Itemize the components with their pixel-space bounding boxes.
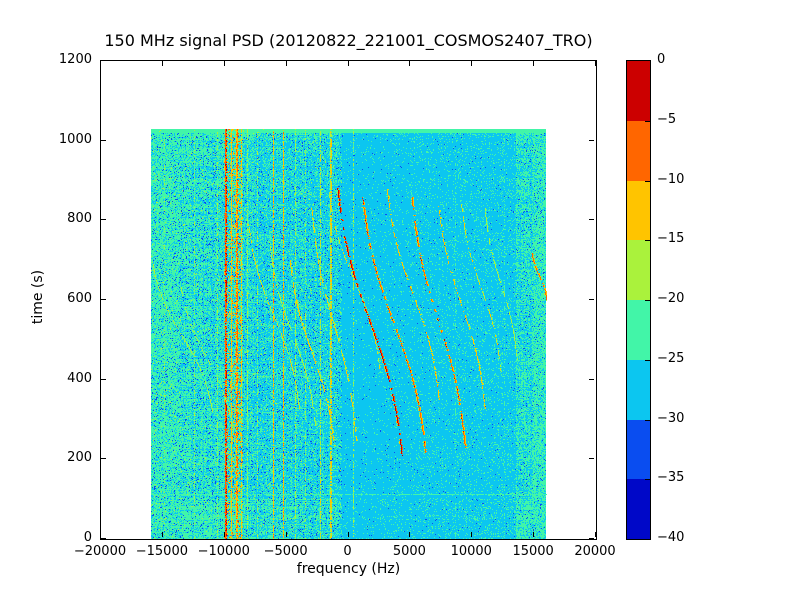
colorbar-tick-mark [645, 121, 650, 122]
colorbar-cell [627, 359, 650, 420]
y-tick-mark [101, 60, 106, 61]
colorbar-tick-mark [645, 420, 650, 421]
x-tick-label: 15000 [512, 544, 554, 559]
x-tick-label: −20000 [73, 544, 127, 559]
y-tick-mark [589, 379, 594, 380]
colorbar-cell [627, 300, 650, 360]
y-tick-label: 1200 [58, 52, 92, 67]
colorbar-cell [627, 61, 650, 121]
x-tick-label: 5000 [392, 544, 426, 559]
y-tick-mark [589, 458, 594, 459]
x-tick-mark [162, 61, 163, 66]
colorbar-tick-label: −5 [657, 111, 677, 127]
x-tick-mark [100, 532, 101, 537]
colorbar-cell [627, 479, 650, 539]
x-tick-mark [100, 61, 101, 66]
x-tick-label: 0 [343, 544, 352, 559]
x-tick-mark [595, 61, 596, 66]
x-tick-mark [224, 61, 225, 66]
y-tick-label: 600 [67, 291, 92, 306]
x-axis-label: frequency (Hz) [296, 561, 401, 577]
colorbar-cell [627, 240, 650, 300]
x-tick-mark [286, 61, 287, 66]
colorbar-tick-label: −10 [657, 171, 685, 187]
y-tick-label: 200 [67, 450, 92, 466]
x-tick-label: −5000 [263, 544, 308, 559]
x-tick-mark [224, 532, 225, 537]
y-tick-mark [589, 140, 594, 141]
colorbar-tick-label: −15 [657, 231, 685, 247]
colorbar-tick-mark [645, 360, 650, 361]
colorbar-cell [627, 419, 650, 480]
colorbar-tick-label: −20 [657, 291, 685, 306]
y-tick-label: 800 [67, 211, 92, 227]
colorbar-tick-label: −30 [657, 410, 685, 426]
x-tick-label: 20000 [574, 544, 616, 559]
colorbar-tick-mark [645, 181, 650, 182]
spectrogram-canvas [101, 61, 596, 539]
y-tick-mark [589, 219, 594, 220]
x-tick-mark [471, 532, 472, 537]
colorbar-tick-mark [645, 300, 650, 301]
x-tick-mark [533, 61, 534, 66]
chart-title: 150 MHz signal PSD (20120822_221001_COSM… [104, 31, 593, 50]
x-tick-mark [348, 61, 349, 66]
x-tick-mark [348, 532, 349, 537]
colorbar-tick-mark [645, 240, 650, 241]
colorbar-tick-label: −25 [657, 350, 685, 366]
colorbar-tick-label: −35 [657, 470, 685, 486]
y-tick-mark [101, 299, 106, 300]
y-tick-mark [589, 60, 594, 61]
x-tick-mark [409, 532, 410, 537]
y-tick-label: 1000 [58, 131, 92, 147]
x-tick-mark [286, 532, 287, 537]
colorbar-tick-label: 0 [657, 52, 666, 67]
x-tick-mark [471, 61, 472, 66]
x-tick-label: −15000 [135, 544, 188, 559]
x-tick-label: −10000 [197, 544, 250, 559]
x-tick-mark [409, 61, 410, 66]
x-tick-mark [162, 532, 163, 537]
y-tick-mark [101, 379, 106, 380]
colorbar [626, 60, 651, 540]
colorbar-tick-mark [645, 479, 650, 480]
x-tick-mark [595, 532, 596, 537]
plot-area [100, 60, 597, 540]
y-tick-mark [589, 299, 594, 300]
y-tick-label: 400 [67, 370, 92, 386]
x-tick-label: 10000 [450, 544, 492, 559]
y-tick-mark [101, 458, 106, 459]
y-tick-mark [101, 140, 106, 141]
y-tick-mark [101, 538, 106, 539]
colorbar-cell [627, 120, 650, 181]
colorbar-tick-label: −40 [657, 530, 685, 545]
y-tick-label: 0 [83, 530, 92, 545]
colorbar-cell [627, 180, 650, 241]
x-tick-mark [533, 532, 534, 537]
y-tick-mark [589, 538, 594, 539]
y-tick-mark [101, 219, 106, 220]
